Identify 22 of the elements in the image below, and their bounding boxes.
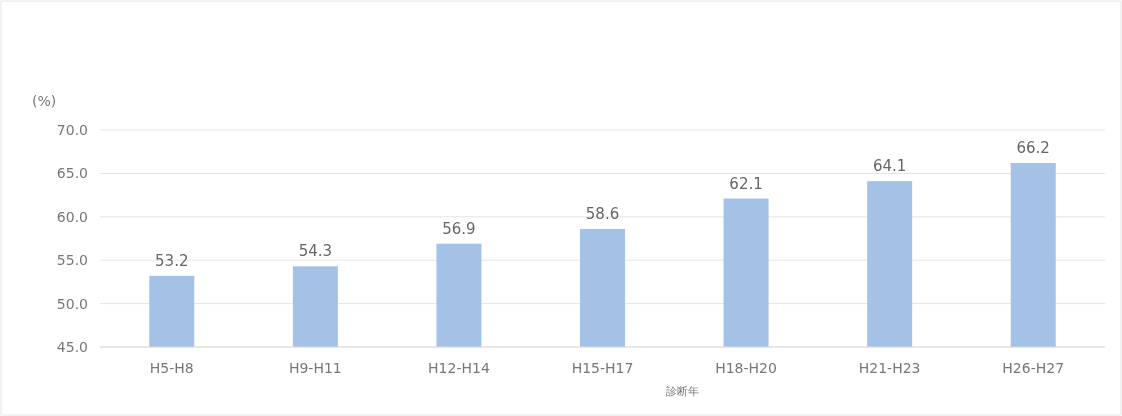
x-tick-label: H12-H14	[428, 360, 490, 376]
x-tick-label: H21-H23	[858, 360, 921, 376]
y-tick-label: 65.0	[56, 165, 88, 182]
data-label: 54.3	[298, 242, 333, 261]
x-tick-label: H15-H17	[571, 360, 634, 376]
data-label: 56.9	[442, 219, 476, 238]
y-axis-title: (%)	[32, 93, 57, 109]
data-label: 62.1	[729, 174, 763, 193]
x-tick-label: H9-H11	[288, 360, 342, 376]
data-label: 53.2	[155, 251, 189, 270]
y-tick-label: 50.0	[56, 295, 88, 312]
data-label: 64.1	[872, 157, 907, 176]
y-tick-label: 70.0	[56, 122, 88, 138]
y-tick-label: 55.0	[56, 252, 88, 269]
y-tick-label: 45.0	[56, 339, 88, 355]
x-tick-label: H5-H8	[149, 360, 194, 376]
x-axis-title: 診断年	[666, 385, 699, 398]
x-tick-label: H26-H27	[1002, 360, 1065, 376]
data-label: 58.6	[585, 204, 620, 223]
data-label: 66.2	[1016, 138, 1050, 157]
x-tick-label: H18-H20	[715, 360, 777, 376]
y-tick-label: 60.0	[56, 208, 88, 225]
